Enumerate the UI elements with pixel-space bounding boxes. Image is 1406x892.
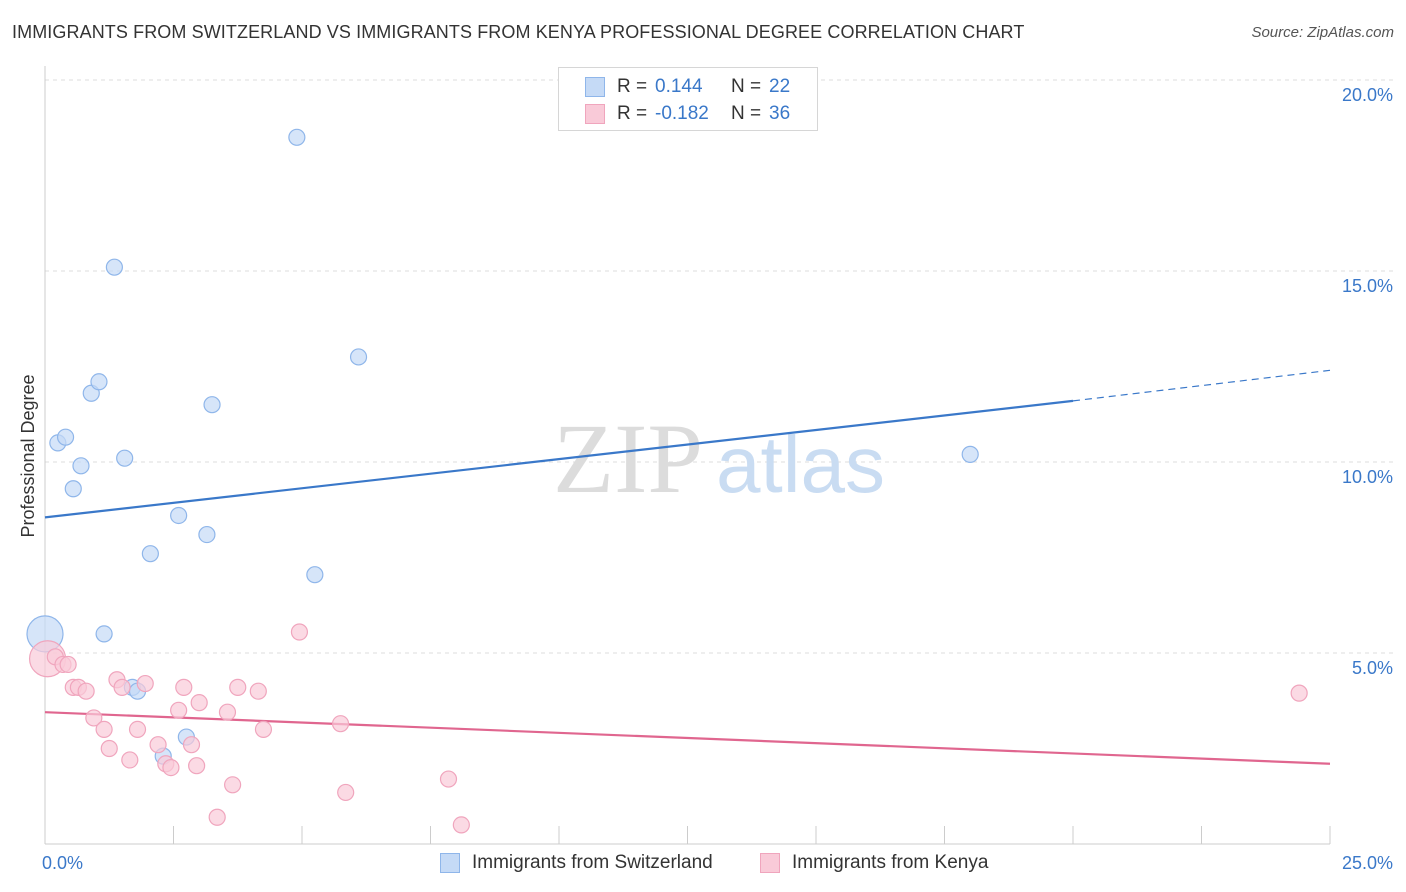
source-label: Source: ZipAtlas.com [1251, 24, 1394, 41]
legend-row-kenya: R = -0.182 N = 36 [585, 102, 790, 126]
series-legend: Immigrants from Switzerland Immigrants f… [0, 852, 1406, 878]
point-kenya [182, 736, 201, 754]
legend-row-switzerland: R = 0.144 N = 22 [585, 75, 790, 99]
legend-item-switzerland[interactable]: Immigrants from Switzerland [440, 852, 713, 874]
legend-r-value: 0.144 [655, 76, 703, 97]
x-tick-label: 0.0% [42, 853, 83, 873]
label-layer: 5.0% 10.0% 15.0% 20.0% 0.0% 25.0% Professional… [18, 85, 1393, 873]
legend-r-label: R = [617, 76, 648, 97]
point-kenya [331, 715, 350, 733]
grid-layer [45, 79, 1394, 654]
point-kenya [208, 808, 226, 826]
watermark-atlas: atlas [716, 420, 885, 509]
point-switzerland [306, 566, 324, 584]
point-kenya [128, 720, 147, 739]
point-switzerland [90, 373, 108, 391]
legend-r-value: -0.182 [655, 103, 709, 124]
legend-swatch-blue [585, 77, 605, 97]
trendline-switzerland [44, 399, 1074, 519]
point-kenya [113, 678, 131, 696]
legend-swatch-pink [585, 104, 605, 124]
y-tick-label: 20.0% [1342, 85, 1393, 105]
point-switzerland [95, 625, 113, 643]
point-kenya [249, 682, 267, 700]
point-kenya [95, 720, 113, 739]
point-kenya [170, 701, 188, 719]
legend-n-value: 36 [769, 103, 791, 124]
point-kenya [100, 739, 118, 758]
y-tick-label: 5.0% [1352, 658, 1393, 678]
point-kenya [452, 816, 470, 834]
point-kenya [136, 674, 154, 693]
point-kenya [337, 783, 355, 802]
axis-layer [44, 66, 1331, 845]
point-switzerland [203, 396, 221, 414]
point-switzerland [288, 128, 306, 146]
point-kenya [59, 655, 77, 674]
legend-n-label: N = [731, 76, 762, 97]
point-switzerland [170, 506, 188, 525]
legend-n-label: N = [731, 103, 762, 124]
legend-item-kenya[interactable]: Immigrants from Kenya [760, 852, 988, 874]
point-kenya [149, 736, 167, 754]
point-switzerland [198, 525, 216, 544]
trendline-kenya [44, 711, 1331, 765]
legend-swatch-pink [760, 853, 780, 873]
point-switzerland [961, 445, 979, 463]
point-switzerland [56, 428, 75, 446]
point-kenya [85, 709, 103, 727]
chart-title: IMMIGRANTS FROM SWITZERLAND VS IMMIGRANT… [12, 22, 1025, 42]
point-switzerland [141, 545, 159, 563]
trend-layer [44, 369, 1331, 765]
point-kenya [439, 770, 458, 788]
correlation-legend: R = 0.144 N = 22 R = -0.182 N = 36 [558, 67, 818, 131]
x-tick-label: 25.0% [1342, 853, 1393, 873]
legend-r-label: R = [617, 103, 648, 124]
point-switzerland [349, 348, 368, 366]
point-kenya [188, 757, 206, 775]
y-tick-label: 10.0% [1342, 467, 1393, 487]
point-kenya [121, 751, 139, 769]
point-kenya [77, 682, 95, 700]
point-kenya [254, 720, 273, 739]
watermark-zip: ZIP [553, 403, 703, 514]
legend-label-switzerland: Immigrants from Switzerland [472, 852, 713, 873]
point-switzerland [64, 480, 82, 498]
legend-label-kenya: Immigrants from Kenya [792, 852, 989, 873]
point-switzerland [105, 258, 123, 276]
point-switzerland [72, 457, 90, 475]
point-kenya [190, 694, 208, 712]
point-switzerland [116, 449, 134, 467]
point-kenya [218, 703, 237, 721]
y-axis-label: Professional Degree [18, 374, 38, 537]
point-kenya [175, 678, 193, 696]
point-kenya [162, 758, 180, 777]
watermark: ZIP atlas [553, 403, 885, 514]
point-kenya [290, 623, 309, 641]
point-kenya [229, 678, 247, 696]
trendline-switzerland-projection [1072, 369, 1331, 402]
y-tick-label: 15.0% [1342, 276, 1393, 296]
legend-swatch-blue [440, 853, 460, 873]
point-kenya [1290, 684, 1308, 702]
point-kenya [224, 776, 242, 794]
legend-n-value: 22 [769, 76, 791, 97]
points-layer [26, 128, 1308, 834]
